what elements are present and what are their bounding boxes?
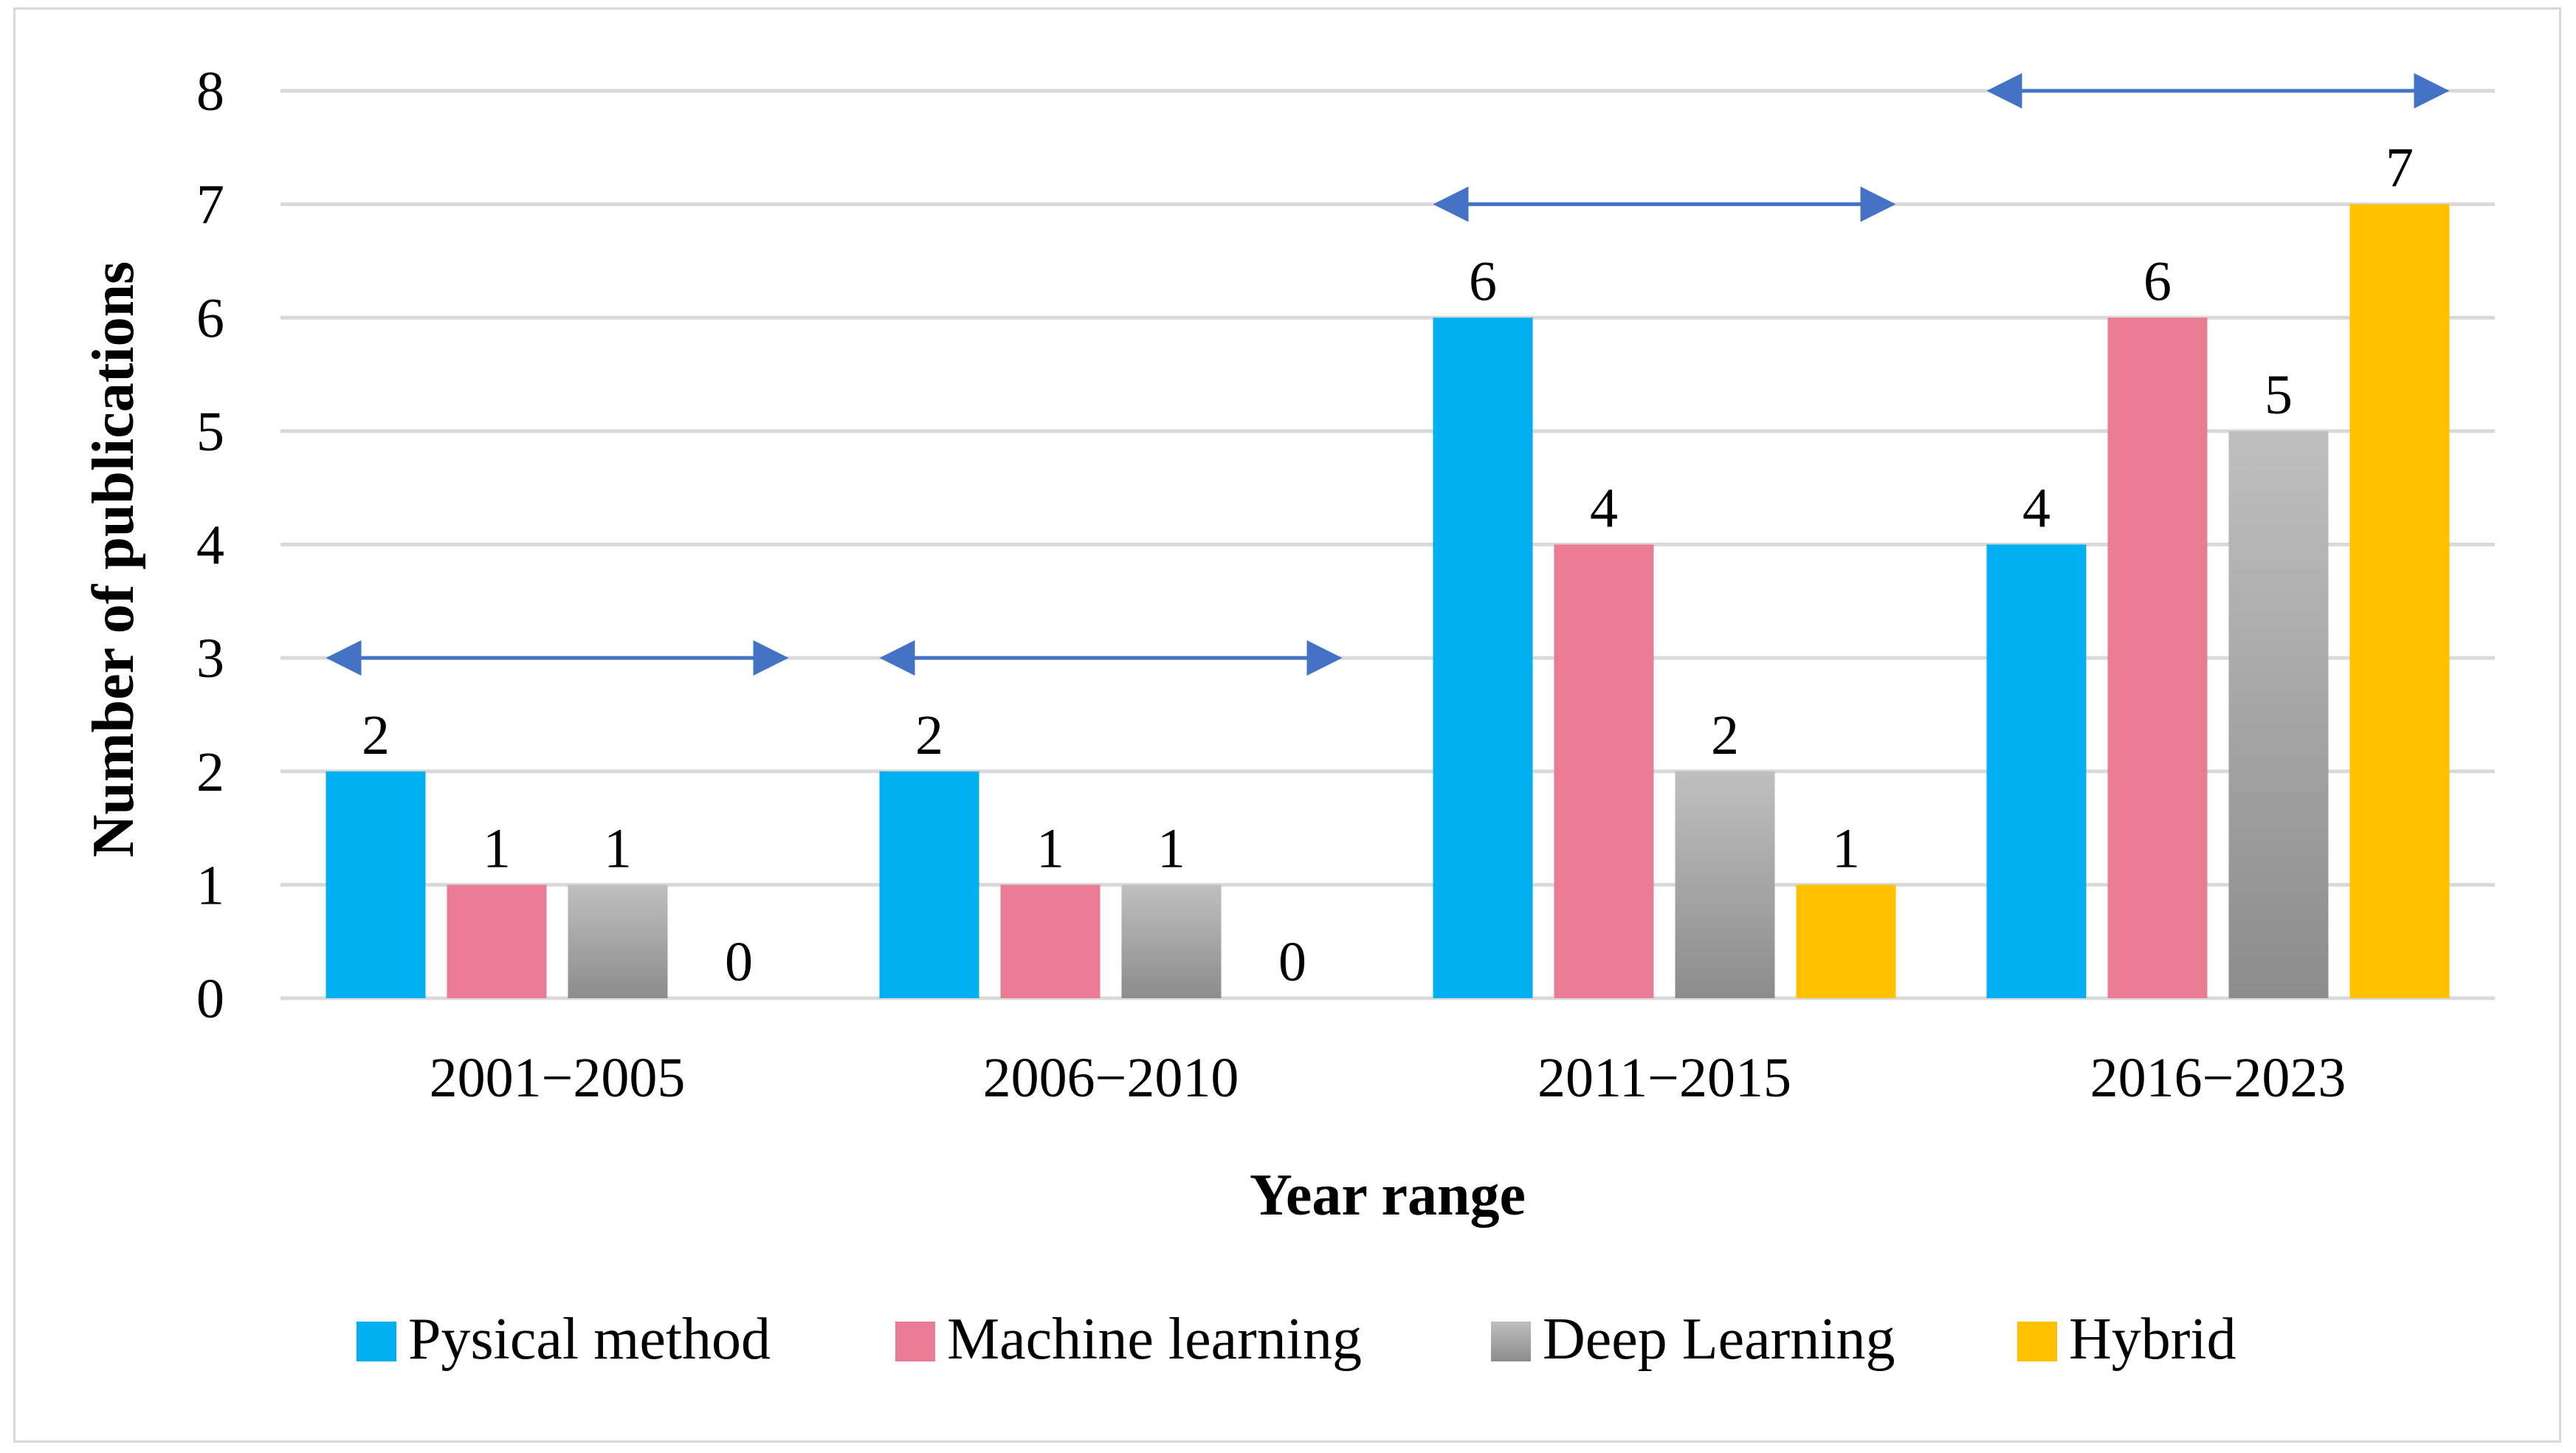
data-label: 1 (1157, 817, 1185, 879)
y-tick-label: 7 (196, 174, 224, 236)
bar-pysical-method (1433, 317, 1533, 998)
x-tick-label: 2011−2015 (1537, 1047, 1791, 1109)
bar-pysical-method (326, 771, 426, 998)
legend-item-hybrid: Hybrid (2017, 1307, 2236, 1372)
y-tick-label: 8 (196, 61, 224, 123)
bar-deep-learning (1675, 771, 1775, 998)
legend-label: Machine learning (947, 1307, 1362, 1372)
bar-deep-learning (2228, 430, 2329, 998)
double-arrow (326, 640, 789, 676)
data-label: 1 (1036, 817, 1064, 879)
double-arrow (1986, 73, 2450, 109)
bar-pysical-method (879, 771, 979, 998)
legend: Pysical method Machine learning Deep Learn… (357, 1307, 2236, 1372)
bar-deep-learning (568, 884, 668, 998)
bar-machine-learning (447, 884, 547, 998)
legend-label: Hybrid (2069, 1307, 2236, 1372)
data-label: 0 (725, 931, 753, 993)
data-label: 5 (2265, 364, 2293, 426)
bar-machine-learning (1000, 884, 1101, 998)
bar-deep-learning (1121, 884, 1222, 998)
data-label: 7 (2386, 137, 2414, 199)
y-tick-label: 0 (196, 968, 224, 1030)
legend-swatch (1491, 1322, 1531, 1361)
bar-hybrid (2349, 204, 2450, 998)
x-tick-label: 2016−2023 (2090, 1047, 2346, 1109)
y-tick-label: 5 (196, 401, 224, 463)
data-label: 1 (604, 817, 632, 879)
y-axis-title: Number of publications (81, 261, 146, 858)
x-tick-label: 2001−2005 (430, 1047, 686, 1109)
data-label: 4 (1590, 478, 1618, 540)
y-tick-label: 1 (196, 854, 224, 916)
data-label: 2 (915, 704, 943, 766)
y-tick-label: 4 (196, 515, 224, 577)
data-label: 2 (362, 704, 390, 766)
x-tick-label: 2006−2010 (983, 1047, 1239, 1109)
legend-item-deep-learning: Deep Learning (1491, 1307, 1895, 1372)
annotation-arrows (326, 73, 2450, 676)
bar-pysical-method (1986, 544, 2087, 998)
data-label: 4 (2022, 478, 2050, 540)
legend-swatch (2017, 1322, 2057, 1361)
x-axis-tick-labels: 2001−2005 2006−2010 2011−2015 2016−2023 (430, 1047, 2346, 1109)
bar-hybrid (1796, 884, 1896, 998)
data-label: 0 (1278, 931, 1306, 993)
bar-machine-learning (1554, 544, 1654, 998)
bar-machine-learning (2107, 317, 2208, 998)
x-axis-title: Year range (1250, 1163, 1526, 1228)
data-label: 6 (2143, 250, 2172, 312)
data-label: 1 (1832, 817, 1860, 879)
data-labels: 2 1 1 0 2 1 1 0 6 4 2 1 4 6 5 7 (362, 137, 2414, 993)
legend-label: Deep Learning (1543, 1307, 1895, 1372)
data-label: 6 (1469, 250, 1497, 312)
legend-label: Pysical method (408, 1307, 771, 1372)
y-tick-label: 2 (196, 741, 224, 803)
data-label: 1 (483, 817, 511, 879)
legend-item-machine-learning: Machine learning (895, 1307, 1362, 1372)
data-label: 2 (1711, 704, 1739, 766)
double-arrow (879, 640, 1343, 676)
legend-item-pysical-method: Pysical method (357, 1307, 771, 1372)
legend-swatch (895, 1322, 935, 1361)
y-axis-tick-labels: 0 1 2 3 4 5 6 7 8 (196, 61, 224, 1030)
double-arrow (1433, 186, 1896, 222)
legend-swatch (357, 1322, 396, 1361)
bars (326, 204, 2450, 998)
y-tick-label: 6 (196, 287, 224, 349)
y-tick-label: 3 (196, 628, 224, 690)
